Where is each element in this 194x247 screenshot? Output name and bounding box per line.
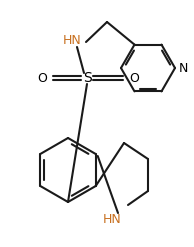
Text: N: N [178, 62, 188, 75]
Text: HN: HN [103, 212, 121, 226]
Text: S: S [83, 71, 91, 85]
Text: HN: HN [63, 34, 81, 46]
Text: O: O [37, 71, 47, 84]
Text: O: O [129, 71, 139, 84]
